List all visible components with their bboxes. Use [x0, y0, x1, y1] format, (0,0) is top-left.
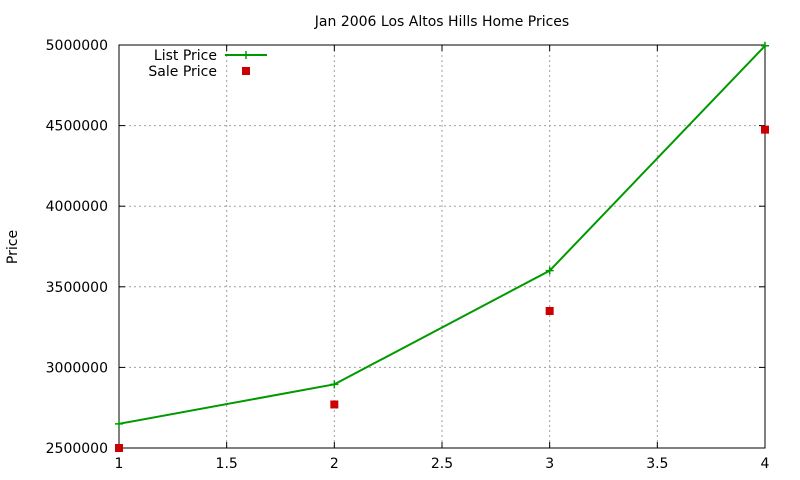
sale-price-point	[761, 125, 769, 134]
legend-marker-sale-price	[242, 67, 250, 75]
y-tick-label: 3000000	[46, 360, 108, 376]
x-tick-label: 2	[330, 456, 339, 472]
y-tick-label: 3500000	[46, 280, 108, 296]
legend-marker-list-price	[242, 51, 250, 59]
x-tick-label: 1	[115, 456, 124, 472]
grid-lines	[119, 45, 765, 448]
list-price-series	[115, 41, 769, 428]
sale-price-point	[545, 306, 554, 315]
list-price-line	[118, 45, 766, 425]
sale-price-point	[330, 400, 339, 409]
x-tick-label: 3	[545, 456, 554, 472]
x-tick-labels: 1 1.5 2 2.5 3 3.5 4	[115, 456, 770, 472]
x-tick-label: 4	[761, 456, 770, 472]
series-layer	[115, 41, 769, 452]
x-tick-label: 3.5	[646, 456, 668, 472]
list-price-point	[115, 419, 123, 428]
legend-label-list-price: List Price	[154, 48, 217, 64]
y-axis-label: Price	[5, 230, 21, 264]
list-price-point	[761, 41, 769, 50]
x-tick-label: 2.5	[431, 456, 453, 472]
x-tick-label: 1.5	[216, 456, 238, 472]
y-tick-labels: 2500000 3000000 3500000 4000000 4500000 50000…	[46, 38, 108, 457]
list-price-point	[545, 266, 554, 275]
y-tick-label: 4500000	[46, 119, 108, 135]
y-tick-label: 4000000	[46, 199, 108, 215]
chart-title: Jan 2006 Los Altos Hills Home Prices	[314, 14, 569, 30]
sale-price-series	[115, 125, 769, 452]
legend-label-sale-price: Sale Price	[148, 64, 217, 80]
y-tick-label: 5000000	[46, 38, 108, 54]
list-price-point	[330, 380, 339, 389]
y-tick-label: 2500000	[46, 441, 108, 457]
sale-price-point	[115, 444, 123, 452]
